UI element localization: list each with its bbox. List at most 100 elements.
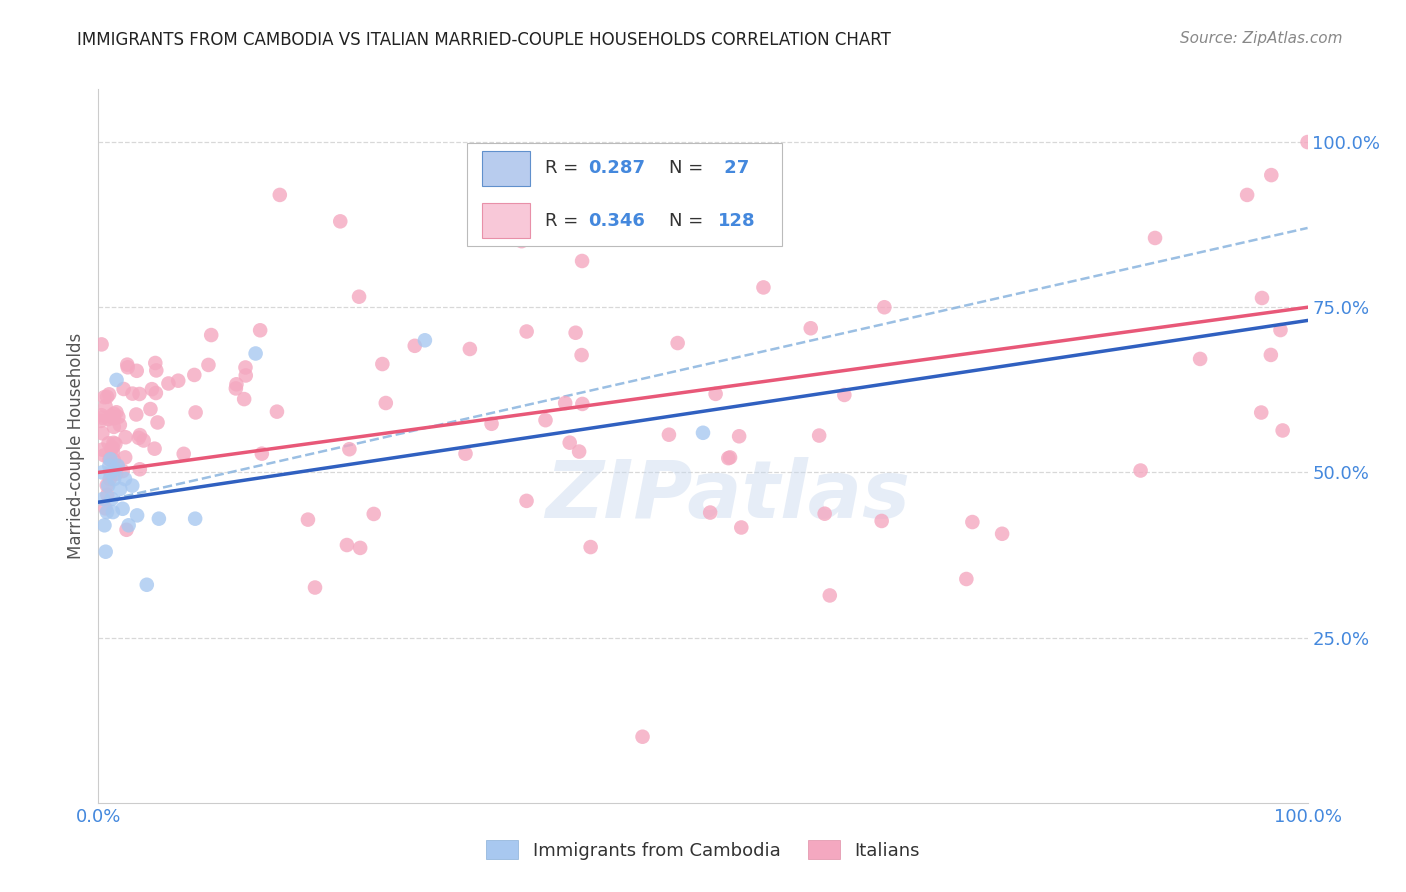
Text: 128: 128 (717, 211, 755, 229)
Point (91, 491, 114, 506)
Point (1250, 405, 1272, 419)
Legend: Immigrants from Cambodia, Italians: Immigrants from Cambodia, Italians (478, 833, 928, 867)
Point (100, 466, 122, 480)
Point (458, 342, 481, 356)
Point (90, 408, 112, 422)
Point (1236, 188, 1258, 202)
Point (658, 427, 681, 442)
Point (127, 508, 149, 523)
Point (101, 445, 124, 459)
Point (105, 467, 128, 481)
Point (800, 321, 823, 335)
Point (516, 325, 538, 339)
Point (114, 472, 136, 486)
Point (197, 358, 219, 372)
Point (96, 505, 118, 519)
Text: 0.287: 0.287 (588, 160, 645, 178)
Point (105, 458, 128, 473)
Point (1251, 291, 1274, 305)
Point (114, 430, 136, 444)
Point (103, 435, 125, 450)
Point (108, 482, 131, 496)
Point (870, 514, 893, 528)
Point (371, 357, 394, 371)
Point (94, 399, 117, 413)
Point (132, 434, 155, 448)
Point (404, 339, 426, 353)
Text: R =: R = (544, 160, 583, 178)
Point (955, 572, 977, 586)
Point (167, 374, 190, 388)
Point (249, 323, 271, 337)
Point (145, 363, 167, 377)
Point (103, 420, 125, 434)
Point (235, 360, 257, 375)
Point (699, 506, 721, 520)
Point (558, 435, 581, 450)
Point (329, 214, 352, 228)
Point (105, 373, 128, 387)
Point (349, 541, 371, 555)
Point (125, 364, 148, 378)
Point (225, 381, 247, 395)
Point (129, 428, 152, 442)
Point (1189, 351, 1212, 366)
Point (104, 437, 127, 451)
Point (834, 388, 856, 402)
Point (1260, 348, 1282, 362)
Point (98, 387, 121, 401)
Point (90, 337, 112, 351)
Point (225, 377, 247, 392)
Point (103, 407, 125, 421)
Point (666, 336, 689, 351)
Text: R =: R = (544, 211, 583, 229)
Point (128, 387, 150, 401)
Point (146, 416, 169, 430)
Point (143, 442, 166, 456)
Text: ZIPatlas: ZIPatlas (544, 457, 910, 535)
Point (104, 462, 127, 476)
Point (90, 414, 112, 428)
Point (128, 462, 150, 476)
Point (118, 518, 141, 533)
Point (1129, 463, 1152, 477)
Point (752, 280, 775, 294)
Point (93, 390, 115, 404)
Point (571, 254, 593, 268)
Point (571, 348, 593, 362)
FancyBboxPatch shape (482, 152, 530, 186)
Point (97, 436, 120, 450)
Point (94, 545, 117, 559)
Point (1270, 323, 1292, 337)
Point (125, 408, 148, 422)
Point (962, 515, 984, 529)
Point (1260, 168, 1282, 182)
Point (1144, 231, 1167, 245)
Point (564, 326, 586, 340)
Point (814, 507, 837, 521)
Point (93, 518, 115, 533)
Point (304, 581, 326, 595)
Point (873, 300, 896, 314)
Point (631, 730, 654, 744)
Point (97, 478, 120, 492)
Point (107, 409, 129, 424)
Y-axis label: Married-couple Households: Married-couple Households (66, 333, 84, 559)
Point (115, 523, 138, 537)
Point (718, 450, 741, 465)
Point (91, 426, 114, 441)
Point (233, 392, 256, 406)
Point (121, 478, 143, 492)
Point (128, 431, 150, 445)
Point (692, 425, 714, 440)
Point (100, 491, 122, 506)
Point (148, 511, 170, 525)
Point (339, 442, 361, 457)
Point (94, 501, 117, 516)
Point (100, 409, 122, 423)
Point (173, 447, 195, 461)
Point (98, 458, 121, 473)
Point (728, 429, 751, 443)
Point (235, 368, 257, 383)
Point (107, 458, 129, 473)
